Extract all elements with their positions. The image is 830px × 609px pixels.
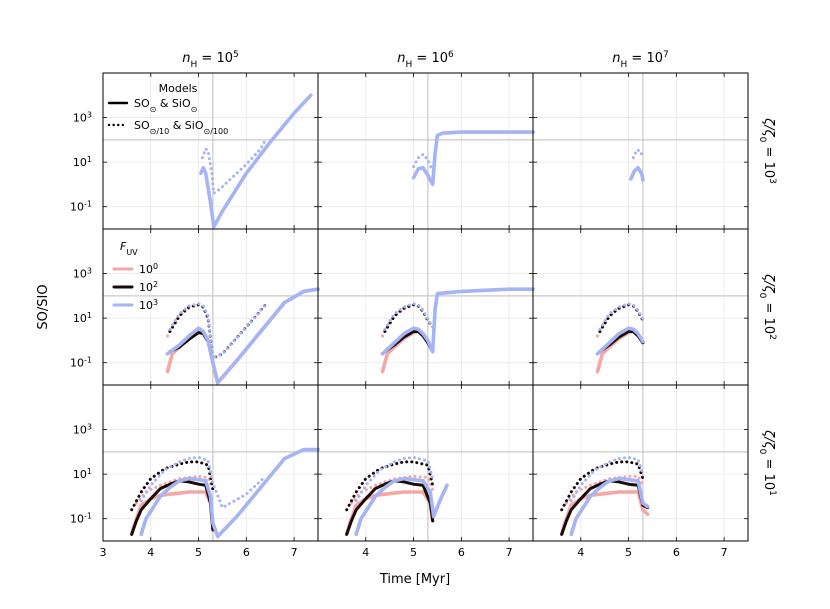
panel-r0-c1	[317, 73, 533, 229]
x-axis-label: Time [Myr]	[379, 572, 450, 587]
y-tick-label: 101	[73, 467, 92, 482]
y-tick-label: 103	[73, 422, 92, 437]
panel-frame	[317, 72, 534, 230]
series-line-solid-fuv103	[629, 165, 645, 182]
panel-r1-c0	[102, 229, 318, 385]
y-tick-label: 101	[73, 311, 92, 326]
series-group-r1-c2	[595, 302, 645, 374]
series-line-dotted-fuv103	[168, 302, 267, 360]
series-line-solid-fuv103	[199, 93, 313, 229]
column-title: nH = 107	[612, 50, 668, 70]
series-group-r2-c0	[129, 447, 320, 539]
y-tick-label: 10-1	[70, 199, 92, 214]
column-title: nH = 106	[397, 50, 454, 70]
series-line-dotted-fuv103	[383, 302, 435, 331]
panel-frame	[532, 384, 749, 542]
series-line-solid-fuv103	[139, 447, 320, 539]
column-title: nH = 105	[182, 50, 238, 70]
x-tick-label: 7	[721, 546, 728, 559]
x-tick-label: 5	[195, 546, 202, 559]
y-axis-label: SO/SIO	[36, 284, 51, 329]
series-line-solid-fuv103	[595, 326, 645, 356]
series-group-r0-c1	[411, 130, 535, 187]
row-label: ζ/ζ0 = 102	[757, 273, 777, 340]
legend-models-title: Models	[159, 82, 198, 95]
x-tick-label: 6	[243, 546, 250, 559]
series-line-dotted-fuv103	[631, 148, 645, 160]
y-tick-label: 101	[73, 155, 92, 170]
series-line-dotted-fuv103	[139, 455, 267, 510]
series-line-solid-fuv103	[165, 287, 320, 385]
series-group-r1-c1	[380, 287, 535, 374]
x-tick-label: 4	[362, 546, 369, 559]
series-group-r0-c0	[199, 93, 313, 229]
series-group-r2-c2	[559, 455, 650, 537]
series-line-solid-fuv103	[354, 476, 449, 537]
series-line-dotted-fuv102	[560, 460, 645, 512]
x-tick-label: 7	[506, 546, 513, 559]
legend-models-label: SO⊙ & SiO⊙	[134, 97, 197, 114]
row-label: ζ/ζ0 = 101	[757, 429, 777, 496]
x-tick-label: 5	[625, 546, 632, 559]
series-line-dotted-fuv103	[200, 138, 267, 195]
legend-fuv-title: FUV	[120, 240, 138, 257]
legend-fuv-label: 103	[139, 298, 158, 313]
series-line-solid-fuv100	[344, 490, 435, 537]
x-tick-label: 6	[458, 546, 465, 559]
series-line-dotted-fuv102	[130, 460, 215, 512]
series-group-r0-c2	[629, 148, 645, 182]
legend-models-label: SO⊙/10 & SiO⊙/100	[134, 119, 228, 136]
panel-frame	[532, 228, 749, 386]
x-tick-label: 3	[100, 546, 107, 559]
legend-fuv-label: 100	[139, 262, 158, 277]
panel-r1-c1	[317, 229, 533, 385]
panel-r0-c2	[532, 73, 748, 229]
series-line-solid-fuv103	[569, 476, 650, 537]
x-tick-label: 4	[577, 546, 584, 559]
x-tick-label: 7	[291, 546, 298, 559]
series-line-dotted-fuv103	[569, 455, 645, 503]
panel-frame	[532, 72, 749, 230]
y-tick-label: 10-1	[70, 511, 92, 526]
x-tick-label: 4	[147, 546, 154, 559]
row-label: ζ/ζ0 = 103	[757, 117, 777, 184]
series-line-dotted-fuv102	[168, 303, 267, 360]
legend-fuv-label: 102	[139, 280, 158, 295]
series-group-r2-c1	[344, 455, 449, 537]
x-tick-label: 6	[673, 546, 680, 559]
series-line-solid-fuv103	[380, 287, 535, 356]
y-tick-label: 103	[73, 110, 92, 125]
series-line-dotted-fuv103	[412, 152, 434, 171]
series-line-solid-fuv102	[168, 287, 320, 385]
panel-frame	[317, 228, 534, 386]
x-tick-label: 5	[410, 546, 417, 559]
series-line-dotted-fuv103	[354, 455, 435, 503]
series-line-dotted-fuv102	[345, 460, 435, 512]
y-tick-label: 10-1	[70, 355, 92, 370]
series-group-r1-c0	[165, 287, 320, 385]
series-line-dotted-fuv103	[598, 302, 645, 331]
y-tick-label: 103	[73, 266, 92, 281]
panel-r1-c2	[532, 229, 748, 385]
series-line-solid-fuv103	[411, 130, 535, 187]
